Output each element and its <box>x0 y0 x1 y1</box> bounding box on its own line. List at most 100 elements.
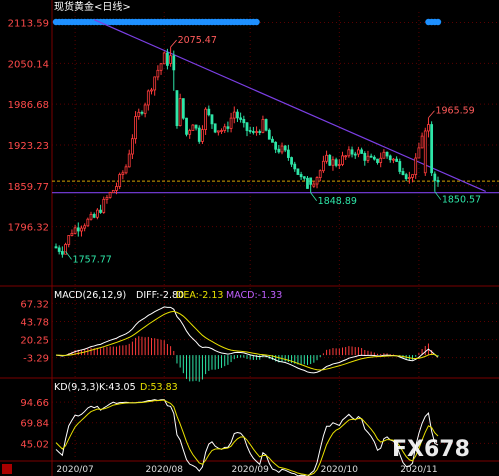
candle-body <box>328 154 332 166</box>
candle-body <box>322 160 325 172</box>
macd-dea-line <box>55 310 439 371</box>
candle-body <box>89 213 93 220</box>
candle-body <box>159 63 163 71</box>
candle-body <box>232 111 236 119</box>
candle-body <box>267 129 271 140</box>
candle-body <box>115 186 118 191</box>
candle-body <box>242 119 246 124</box>
candle-body <box>318 170 322 178</box>
x-tick-label: 2020/09 <box>231 465 269 475</box>
candle-body <box>188 130 192 135</box>
candle-body <box>153 76 157 91</box>
kd-k-line <box>55 399 439 476</box>
candle-body <box>341 155 344 165</box>
candle-body <box>70 232 74 236</box>
macd-title: MACD(26,12,9) <box>54 290 126 301</box>
kd-tick-label: 94.66 <box>20 398 49 409</box>
macd-tick-label: 43.78 <box>20 318 49 329</box>
x-tick-label: 2020/07 <box>56 465 93 475</box>
candle-body <box>95 209 99 218</box>
price-annotation: 1965.59 <box>435 106 474 117</box>
candle-body <box>293 163 297 170</box>
candle-body <box>385 151 389 157</box>
annotation-leader <box>170 39 177 48</box>
kd-legend-d: D:53.83 <box>140 382 178 393</box>
candle-body <box>315 177 319 185</box>
candle-body <box>131 138 134 155</box>
candle-body <box>347 149 351 157</box>
price-tick-label: 1986.68 <box>8 100 49 111</box>
chart-title: 现货黄金<日线> <box>54 0 131 13</box>
candle-body <box>427 124 430 132</box>
candle-body <box>395 158 399 162</box>
top-dot-marker <box>253 18 260 26</box>
candle-body <box>436 180 440 183</box>
candle-body <box>102 198 106 213</box>
candle-body <box>118 174 122 187</box>
macd-diff-line <box>55 306 439 374</box>
candle-body <box>191 124 195 131</box>
candle-body <box>376 158 379 163</box>
candle-body <box>357 149 360 155</box>
candle-body <box>111 190 115 194</box>
candle-body <box>312 183 316 187</box>
candle-body <box>236 111 239 119</box>
candle-body <box>178 98 182 127</box>
macd-legend-diff: DIFF:-2.80 <box>136 290 184 301</box>
annotation-leader <box>65 251 72 260</box>
candle-body <box>417 147 421 159</box>
candle-body <box>64 244 67 255</box>
price-tick-label: 2113.59 <box>8 19 49 30</box>
candle-body <box>226 126 230 129</box>
candle-body <box>251 131 255 133</box>
candle-body <box>398 161 402 172</box>
candle-body <box>274 141 278 150</box>
candle-body <box>302 176 306 179</box>
price-tick-label: 2050.14 <box>8 59 49 70</box>
candle-body <box>337 164 341 166</box>
candle-body <box>57 247 61 252</box>
candle-body <box>99 209 102 213</box>
candle-body <box>105 197 109 200</box>
candle-body <box>331 159 335 166</box>
candle-body <box>255 131 258 133</box>
candle-body <box>433 173 437 181</box>
candle-body <box>290 157 293 165</box>
candle-body <box>271 138 274 143</box>
candle-body <box>248 130 252 132</box>
candle-body <box>382 151 386 159</box>
candle-body <box>181 98 185 119</box>
x-tick-label: 2020/11 <box>400 465 437 475</box>
kd-legend-k: K:43.05 <box>99 382 136 393</box>
candle-body <box>353 153 357 156</box>
candle-body <box>379 157 383 163</box>
top-dot-marker <box>434 18 442 26</box>
candle-body <box>350 149 354 155</box>
kd-tick-label: 69.84 <box>20 419 49 430</box>
bottom-left-marker <box>2 464 12 474</box>
x-tick-label: 2020/10 <box>321 465 359 475</box>
candle-body <box>76 227 80 232</box>
candle-body <box>124 166 128 174</box>
candle-body <box>172 55 176 71</box>
x-tick-label: 2020/08 <box>146 465 184 475</box>
candle-body <box>411 174 414 178</box>
kd-d-line <box>55 399 439 476</box>
candle-body <box>127 153 131 168</box>
candle-body <box>286 149 290 158</box>
candle-body <box>363 153 367 161</box>
candle-body <box>201 129 204 142</box>
candle-body <box>143 104 147 114</box>
candle-body <box>213 123 217 133</box>
watermark-text: FX678 <box>392 437 470 462</box>
candle-body <box>140 111 144 114</box>
macd-tick-label: -3.29 <box>23 354 49 365</box>
candle-body <box>388 155 392 161</box>
candle-body <box>334 159 338 166</box>
price-tick-label: 1923.23 <box>8 141 49 152</box>
candle-body <box>204 108 208 130</box>
annotation-leader <box>310 192 317 202</box>
macd-tick-label: 20.25 <box>20 336 49 347</box>
candle-body <box>264 119 268 131</box>
candle-body <box>414 157 418 175</box>
